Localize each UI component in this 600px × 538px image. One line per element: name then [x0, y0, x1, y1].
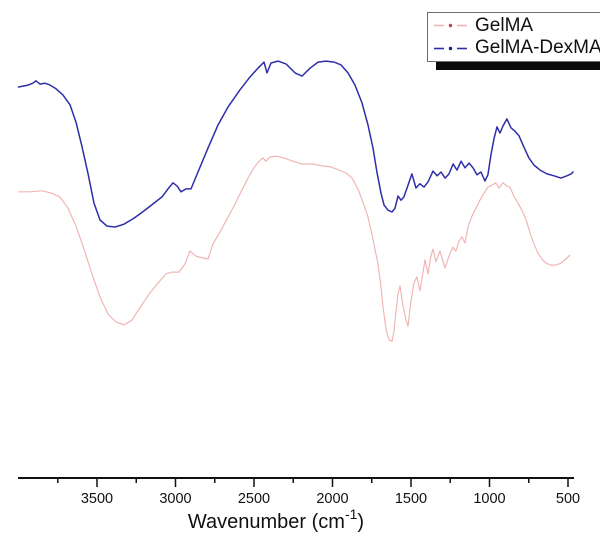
x-axis: 3500 3000 2500 2000 1500 1000 500 — [18, 477, 580, 507]
svg-text:1000: 1000 — [473, 491, 505, 507]
legend-item-gelma-dexma: GelMA-DexMA — [433, 38, 600, 59]
svg-text:500: 500 — [556, 491, 580, 507]
svg-text:3500: 3500 — [81, 491, 113, 507]
legend-item-gelma: GelMA — [433, 15, 600, 36]
spectra-curves — [17, 60, 574, 342]
x-axis-label: Wavenumber (cm-1) — [188, 506, 364, 533]
svg-text:3000: 3000 — [159, 491, 191, 507]
svg-text:1500: 1500 — [395, 491, 427, 507]
svg-text:2000: 2000 — [316, 491, 348, 507]
legend: GelMA GelMA-DexMA — [427, 12, 600, 62]
legend-label-gelma: GelMA — [475, 14, 534, 36]
gelma-dashdot-marker-icon — [434, 24, 467, 28]
svg-text:2500: 2500 — [238, 491, 270, 507]
gelma-dexma-dashdot-marker-icon — [434, 46, 467, 50]
legend-label-gelma-dexma: GelMA-DexMA — [475, 37, 600, 59]
